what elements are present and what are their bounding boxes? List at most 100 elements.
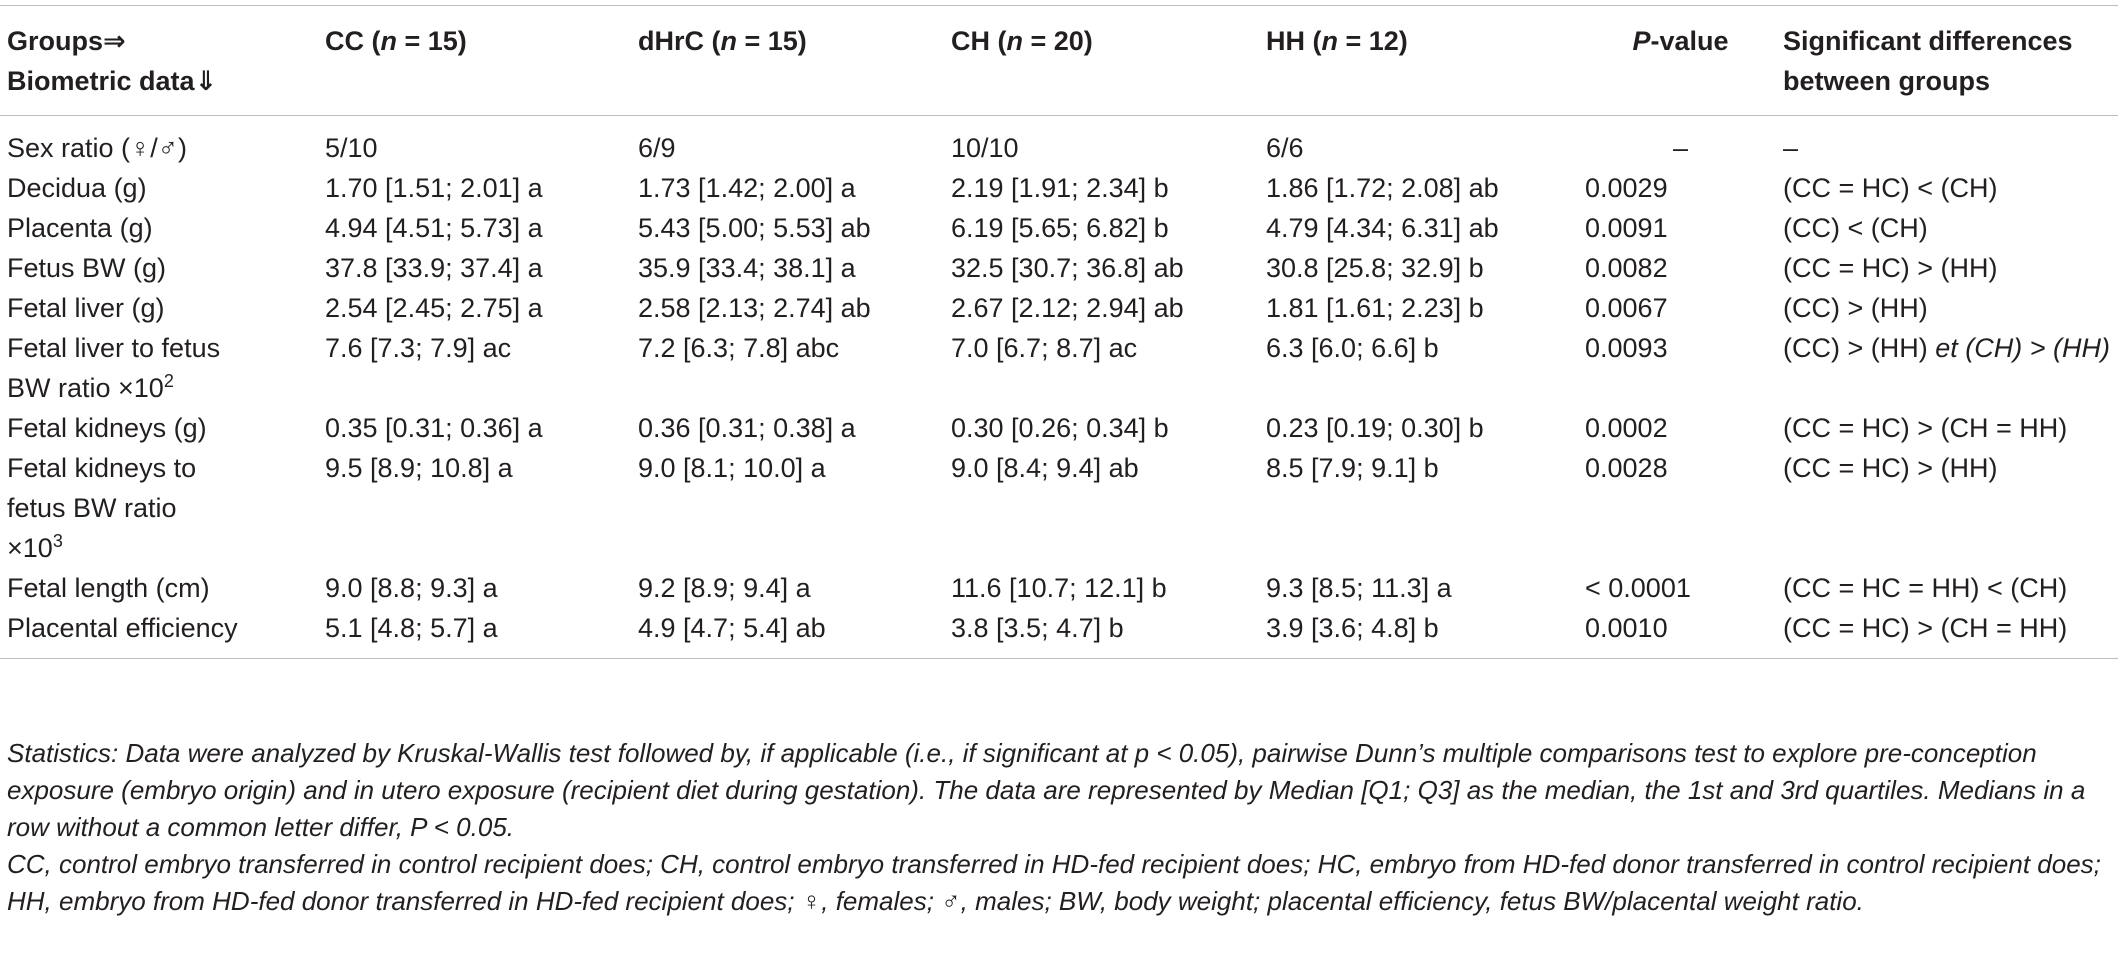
cell-dhrc: 35.9 [33.4; 38.1] a	[638, 253, 856, 283]
cell-hh: 3.9 [3.6; 4.8] b	[1266, 613, 1439, 643]
cell-p-value: 0.0091	[1585, 213, 1668, 243]
row-label: Placental efficiency	[7, 613, 238, 643]
cell-hh: 30.8 [25.8; 32.9] b	[1266, 253, 1484, 283]
table-row: Fetal length (cm) 9.0 [8.8; 9.3] a 9.2 […	[0, 568, 2118, 608]
cell-significance: (CC = HC = HH) < (CH)	[1783, 573, 2068, 603]
cell-p-value: 0.0093	[1585, 333, 1668, 363]
cell-significance: (CC = HC) > (CH = HH)	[1783, 613, 2068, 643]
header-hh: HH (n = 12)	[1259, 6, 1585, 116]
cell-dhrc: 5.43 [5.00; 5.53] ab	[638, 213, 871, 243]
cell-dhrc: 2.58 [2.13; 2.74] ab	[638, 293, 871, 323]
cell-p-value: 0.0082	[1585, 253, 1668, 283]
row-label: Fetus BW (g)	[7, 253, 167, 283]
header-p-value: P-value	[1585, 6, 1776, 116]
table-footnote: Statistics: Data were analyzed by Kruska…	[7, 735, 2111, 920]
cell-p-value: 0.0028	[1585, 453, 1668, 483]
biometric-table: Groups⇒ Biometric data⇓ CC (n = 15) dHrC…	[0, 5, 2118, 659]
header-cc-prefix: CC (	[325, 26, 381, 56]
header-biometric-label: Biometric data⇓	[7, 66, 218, 96]
cell-cc: 9.0 [8.8; 9.3] a	[325, 573, 498, 603]
row-label-exponent: 2	[163, 371, 174, 391]
row-label-exponent: 3	[52, 531, 63, 551]
cell-significance-italic: et (CH) > (HH)	[1935, 333, 2110, 363]
cell-p-value: –	[1672, 133, 1689, 163]
cell-hh: 6/6	[1266, 133, 1304, 163]
header-sig-line2: between groups	[1783, 66, 1991, 96]
header-ch-n: n	[1006, 26, 1024, 56]
cell-ch: 9.0 [8.4; 9.4] ab	[951, 453, 1139, 483]
header-groups-cell: Groups⇒ Biometric data⇓	[0, 6, 318, 116]
cell-dhrc: 4.9 [4.7; 5.4] ab	[638, 613, 826, 643]
cell-significance: (CC) > (HH) et (CH) > (HH)	[1776, 328, 2118, 408]
cell-ch: 6.19 [5.65; 6.82] b	[951, 213, 1169, 243]
header-groups-label: Groups⇒	[7, 26, 126, 56]
cell-p-value: 0.0002	[1585, 413, 1668, 443]
cell-cc: 4.94 [4.51; 5.73] a	[325, 213, 543, 243]
cell-hh: 9.3 [8.5; 11.3] a	[1266, 573, 1452, 603]
footnote-statistics: Statistics: Data were analyzed by Kruska…	[7, 738, 2086, 842]
header-significant-differences: Significant differences between groups	[1776, 6, 2118, 116]
cell-ch: 10/10	[951, 133, 1019, 163]
cell-ch: 7.0 [6.7; 8.7] ac	[951, 333, 1138, 363]
table-row: Placental efficiency 5.1 [4.8; 5.7] a 4.…	[0, 608, 2118, 659]
row-label: Placenta (g)	[7, 213, 153, 243]
header-dhrc-n: n	[720, 26, 738, 56]
row-label: Fetal liver to fetus BW ratio ×102	[0, 328, 318, 408]
table-row: Sex ratio (♀/♂) 5/10 6/9 10/10 6/6 – –	[0, 116, 2118, 169]
row-label-line: Fetal kidneys to	[7, 453, 197, 483]
cell-hh: 0.23 [0.19; 0.30] b	[1266, 413, 1484, 443]
cell-significance: (CC) > (HH)	[1783, 293, 1928, 323]
cell-hh: 1.86 [1.72; 2.08] ab	[1266, 173, 1499, 203]
header-cc: CC (n = 15)	[318, 6, 631, 116]
cell-ch: 0.30 [0.26; 0.34] b	[951, 413, 1169, 443]
row-label-line: ×103	[7, 528, 318, 568]
cell-hh: 8.5 [7.9; 9.1] b	[1266, 453, 1439, 483]
header-ch-suffix: = 20)	[1023, 26, 1093, 56]
header-p-suffix: -value	[1650, 26, 1729, 56]
cell-hh: 4.79 [4.34; 6.31] ab	[1266, 213, 1499, 243]
table-row: Fetal kidneys (g) 0.35 [0.31; 0.36] a 0.…	[0, 408, 2118, 448]
cell-p-value: 0.0029	[1585, 173, 1668, 203]
row-label-text: ×10	[7, 533, 53, 563]
header-hh-suffix: = 12)	[1338, 26, 1408, 56]
header-hh-prefix: HH (	[1266, 26, 1322, 56]
cell-dhrc: 7.2 [6.3; 7.8] abc	[638, 333, 840, 363]
cell-cc: 1.70 [1.51; 2.01] a	[325, 173, 543, 203]
cell-hh: 6.3 [6.0; 6.6] b	[1266, 333, 1439, 363]
row-label: Decidua (g)	[7, 173, 147, 203]
row-label-line: fetus BW ratio	[7, 493, 177, 523]
cell-cc: 2.54 [2.45; 2.75] a	[325, 293, 543, 323]
cell-cc: 7.6 [7.3; 7.9] ac	[325, 333, 512, 363]
cell-dhrc: 0.36 [0.31; 0.38] a	[638, 413, 856, 443]
row-label: Fetal liver (g)	[7, 293, 165, 323]
cell-ch: 2.67 [2.12; 2.94] ab	[951, 293, 1184, 323]
table-row: Fetal kidneys to fetus BW ratio ×103 9.5…	[0, 448, 2118, 568]
cell-cc: 37.8 [33.9; 37.4] a	[325, 253, 543, 283]
cell-dhrc: 1.73 [1.42; 2.00] a	[638, 173, 856, 203]
header-ch-prefix: CH (	[951, 26, 1007, 56]
table-row: Fetus BW (g) 37.8 [33.9; 37.4] a 35.9 [3…	[0, 248, 2118, 288]
cell-ch: 3.8 [3.5; 4.7] b	[951, 613, 1124, 643]
cell-p-value: 0.0010	[1585, 613, 1668, 643]
cell-cc: 0.35 [0.31; 0.36] a	[325, 413, 543, 443]
header-cc-n: n	[380, 26, 398, 56]
cell-significance-main: (CC) > (HH)	[1783, 333, 1936, 363]
cell-dhrc: 9.0 [8.1; 10.0] a	[638, 453, 826, 483]
header-cc-suffix: = 15)	[397, 26, 467, 56]
header-ch: CH (n = 20)	[944, 6, 1259, 116]
cell-cc: 5/10	[325, 133, 378, 163]
cell-ch: 2.19 [1.91; 2.34] b	[951, 173, 1169, 203]
footnote-abbreviations: CC, control embryo transferred in contro…	[7, 849, 2101, 916]
cell-significance: (CC = HC) > (HH)	[1783, 453, 1998, 483]
table-row: Fetal liver to fetus BW ratio ×102 7.6 […	[0, 328, 2118, 408]
cell-p-value: < 0.0001	[1585, 573, 1691, 603]
cell-cc: 5.1 [4.8; 5.7] a	[325, 613, 498, 643]
cell-p-value: 0.0067	[1585, 293, 1668, 323]
row-label-line: Fetal liver to fetus	[7, 333, 221, 363]
header-hh-n: n	[1321, 26, 1339, 56]
table-row: Decidua (g) 1.70 [1.51; 2.01] a 1.73 [1.…	[0, 168, 2118, 208]
cell-significance: (CC = HC) < (CH)	[1783, 173, 1998, 203]
cell-dhrc: 9.2 [8.9; 9.4] a	[638, 573, 811, 603]
cell-hh: 1.81 [1.61; 2.23] b	[1266, 293, 1484, 323]
